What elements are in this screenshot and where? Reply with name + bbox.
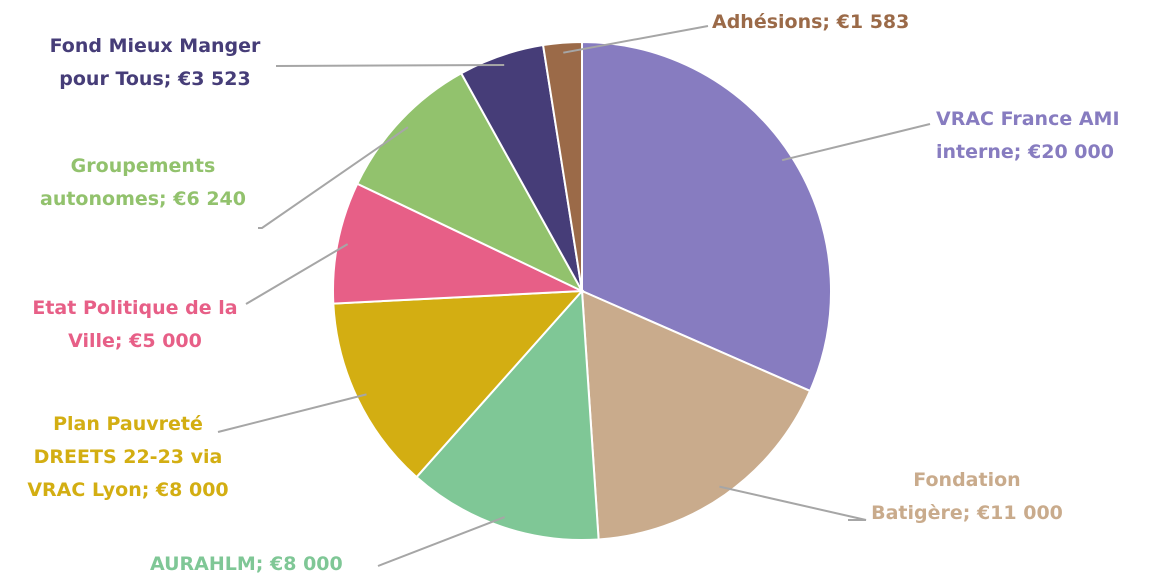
slice-groupements [355,71,585,294]
slice-etat-politique [332,182,583,305]
leader-adhesions [563,25,709,54]
slice-label-groupements: Groupements autonomes; €6 240 [40,155,246,210]
slice-label-fond-mieux-manger: Fond Mieux Manger pour Tous; €3 523 [49,35,261,90]
slice-label-etat-politique: Etat Politique de la Ville; €5 000 [32,297,238,352]
leader-vrac-france [781,123,931,162]
leader-fond-mieux-manger [275,64,505,67]
slice-label-vrac-france: VRAC France AMI interne; €20 000 [936,108,1120,163]
slice-adhesions [541,40,583,292]
slice-aurahlm [415,288,600,541]
leader-etat-politique [245,243,349,305]
leader-aurahlm [377,516,505,567]
slice-label-aurahlm: AURAHLM; €8 000 [150,553,343,575]
slice-plan-pauvrete [332,289,585,479]
slice-label-fondation-batigere: Fondation Batigère; €11 000 [871,469,1063,524]
leader-plan-pauvrete [217,393,367,433]
slice-label-plan-pauvrete: Plan Pauvreté DREETS 22-23 via VRAC Lyon… [27,413,229,501]
leader-groupements [258,126,409,229]
leader-fondation-batigere [719,485,867,521]
slice-fondation-batigere [580,289,812,541]
slice-vrac-france [581,40,832,393]
slice-label-adhesions: Adhésions; €1 583 [712,11,910,33]
